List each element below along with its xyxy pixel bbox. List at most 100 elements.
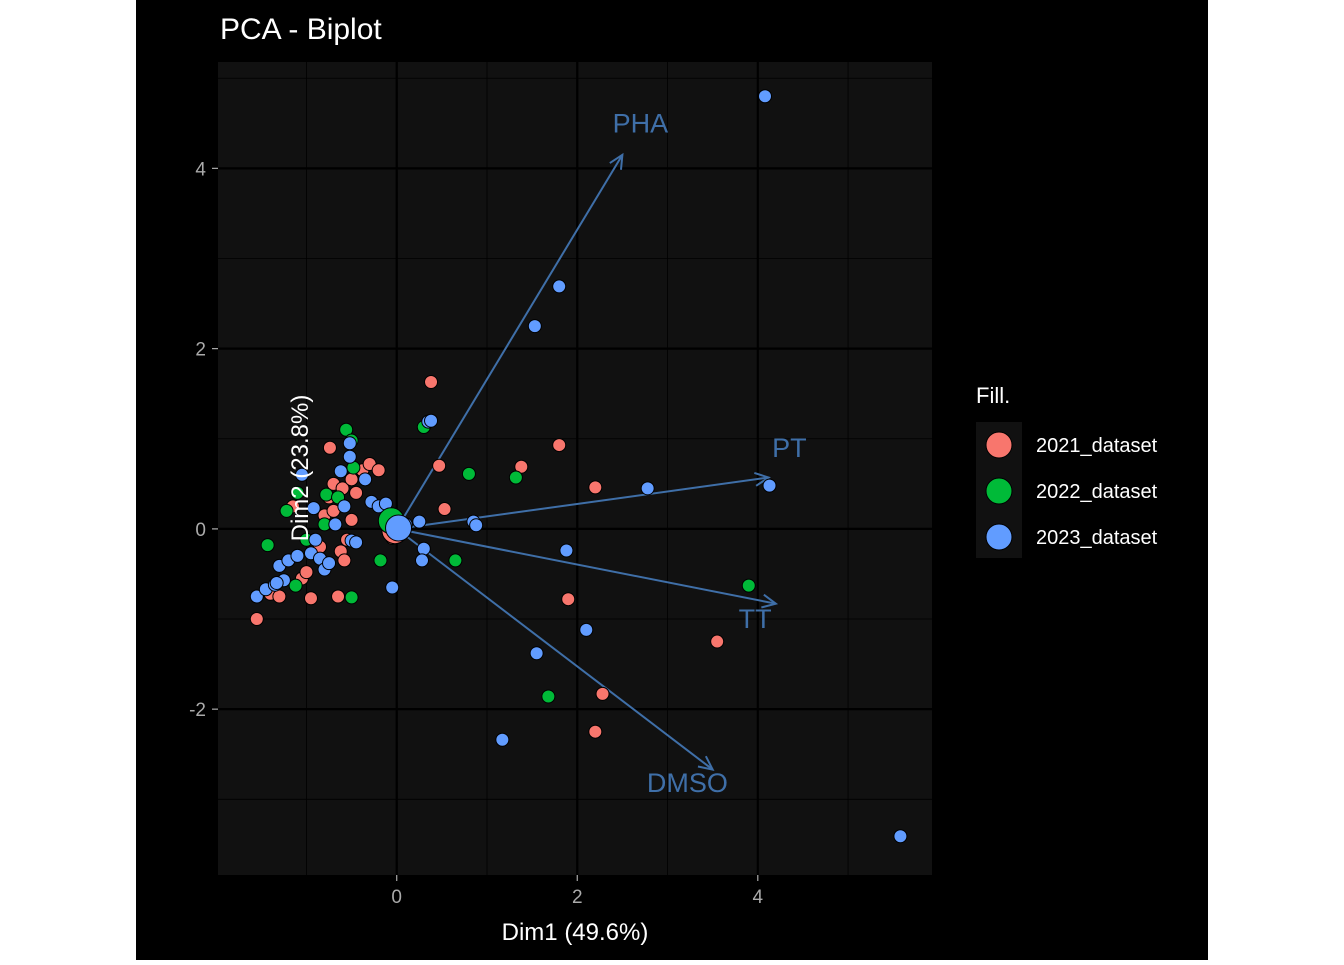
data-point — [416, 541, 431, 556]
data-point — [349, 485, 364, 500]
data-point — [344, 590, 359, 605]
data-point — [249, 612, 264, 627]
legend-key — [985, 477, 1013, 505]
loading-label-dmso: DMSO — [647, 768, 728, 798]
x-tick-label: 4 — [752, 887, 763, 908]
data-point — [385, 580, 400, 595]
loading-arrow-pt — [396, 476, 769, 530]
data-point — [288, 578, 303, 593]
data-point — [342, 449, 357, 464]
x-axis-label: Dim1 (49.6%) — [502, 919, 649, 946]
x-tick-label: 2 — [572, 887, 583, 908]
data-point — [758, 89, 773, 104]
data-point — [595, 686, 610, 701]
loading-arrowhead-tt — [761, 593, 779, 609]
loading-arrow-tt — [396, 527, 777, 605]
data-point — [269, 575, 284, 590]
data-point — [559, 543, 574, 558]
data-point — [552, 279, 567, 294]
y-tick-label: -2 — [189, 700, 206, 721]
y-tick-label: 2 — [195, 340, 206, 361]
data-point — [461, 466, 476, 481]
data-point — [290, 548, 305, 563]
data-point — [272, 589, 287, 604]
data-point — [342, 436, 357, 451]
loading-arrowhead-dmso — [697, 755, 715, 771]
group-centroids — [377, 507, 413, 545]
legend-key — [985, 523, 1013, 551]
loading-label-tt: TT — [739, 604, 772, 634]
data-point — [290, 485, 305, 500]
data-point — [527, 319, 542, 334]
legend-label: 2022_dataset — [1036, 481, 1158, 503]
data-point — [640, 481, 655, 496]
chart-title: PCA - Biplot — [220, 13, 382, 46]
data-point — [541, 689, 556, 704]
data-point — [432, 458, 447, 473]
data-point — [412, 514, 427, 529]
loading-label-pt: PT — [772, 433, 807, 463]
data-point — [319, 487, 334, 502]
data-point — [415, 553, 429, 568]
data-point — [448, 553, 463, 568]
data-point — [303, 591, 318, 606]
data-point — [371, 463, 386, 478]
axes: 0 2 4 -2 0 2 4 — [189, 159, 763, 908]
data-point — [322, 556, 337, 571]
data-point — [588, 480, 603, 495]
data-point — [358, 472, 373, 487]
legend-title: Fill. — [976, 383, 1010, 408]
data-point — [322, 440, 337, 455]
data-point — [333, 464, 348, 479]
data-point — [349, 535, 364, 550]
data-point — [279, 503, 294, 518]
data-point — [469, 518, 484, 533]
data-point — [893, 829, 908, 844]
legend: Fill. 2021_dataset 2022_dataset 2023_datas… — [976, 383, 1158, 558]
data-point — [249, 589, 264, 604]
data-points — [249, 89, 908, 844]
data-point — [344, 472, 359, 487]
data-point — [308, 532, 323, 547]
data-point — [424, 413, 439, 428]
y-axis-label: Dim2 (23.8%) — [287, 395, 314, 542]
data-point — [710, 634, 725, 649]
data-point — [529, 646, 544, 661]
data-point — [552, 438, 567, 453]
plot-panel — [218, 62, 932, 875]
loading-arrow-dmso — [396, 528, 714, 771]
data-point — [299, 565, 314, 580]
loading-arrowhead-pha — [609, 152, 624, 170]
data-point — [579, 622, 594, 637]
y-tick-label: 0 — [195, 520, 206, 541]
pca-biplot-chart: PCA - Biplot 0 2 4 -2 0 2 4 PHA PT TT DMSO Dim1 (… — [189, 13, 1158, 946]
data-point — [260, 538, 275, 553]
legend-label: 2023_dataset — [1036, 527, 1158, 549]
data-point — [328, 517, 343, 532]
data-point — [741, 578, 756, 593]
x-tick-label: 0 — [391, 887, 402, 908]
data-point — [331, 589, 346, 604]
data-point — [306, 501, 321, 516]
legend-items: 2021_dataset 2022_dataset 2023_dataset — [976, 422, 1158, 558]
y-tick-label: 4 — [195, 159, 206, 180]
data-point — [373, 553, 388, 568]
loading-vectors: PHA PT TT DMSO — [395, 108, 807, 798]
data-point — [561, 592, 576, 607]
data-point — [344, 512, 359, 527]
loading-arrowhead-pt — [754, 471, 771, 487]
data-point — [762, 478, 777, 493]
legend-key — [985, 431, 1013, 459]
data-point — [337, 499, 352, 514]
data-point — [588, 724, 603, 739]
data-point — [337, 553, 352, 568]
loading-label-pha: PHA — [613, 108, 669, 138]
data-point — [294, 467, 309, 482]
centroid-point — [385, 514, 413, 542]
data-point — [508, 470, 523, 485]
data-point — [424, 374, 439, 389]
chart-figure: PCA - Biplot 0 2 4 -2 0 2 4 PHA PT TT DMSO Dim1 (… — [136, 0, 1208, 960]
grid-lines — [218, 62, 932, 875]
legend-label: 2021_dataset — [1036, 435, 1158, 457]
data-point — [437, 502, 452, 517]
